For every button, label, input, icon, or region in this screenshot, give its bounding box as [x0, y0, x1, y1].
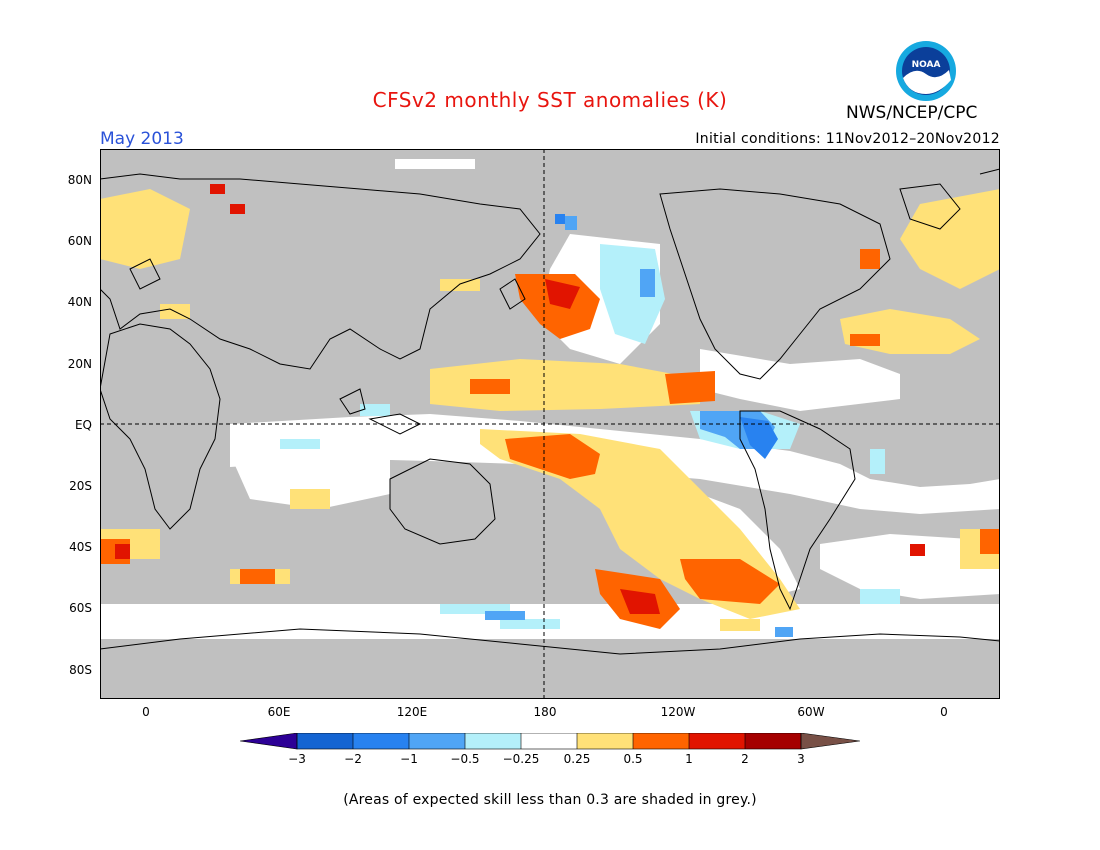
colorbar-label-6: 0.25: [563, 752, 591, 766]
colorbar-bin-7: [633, 733, 689, 749]
colorbar-bin-3: [409, 733, 465, 749]
lat-label-60s: 60S: [69, 601, 92, 615]
map-title: CFSv2 monthly SST anomalies (K): [372, 88, 728, 112]
africa-outline: [99, 323, 221, 530]
lon-label-0: 0: [142, 705, 150, 719]
colorbar-label-7: 0.5: [623, 752, 643, 766]
noaa-logo: NOAA: [895, 40, 957, 102]
lon-label-0-east: 0: [940, 705, 948, 719]
initial-conditions: Initial conditions: 11Nov2012–20Nov2012: [695, 131, 1000, 147]
lon-label-60e: 60E: [267, 705, 291, 719]
colorbar-label-4: −0.5: [450, 752, 480, 766]
colorbar-label-3: −1: [400, 752, 418, 766]
lat-label-eq: EQ: [74, 418, 92, 432]
colorbar-bin-8: [689, 733, 745, 749]
continent-outlines: [99, 168, 1001, 655]
colorbar-label-1: −3: [288, 752, 306, 766]
lat-label-40n: 40N: [67, 295, 92, 309]
north-america-outline: [659, 188, 891, 380]
south-america-outline: [739, 410, 856, 611]
colorbar-bin-4: [465, 733, 521, 749]
noaa-logo-text: NOAA: [912, 60, 941, 70]
strong-positive-anomalies: [115, 184, 925, 614]
lon-label-60w: 60W: [797, 705, 825, 719]
colorbar-label-8: 1: [685, 752, 693, 766]
positive-anomalies: [100, 249, 1000, 629]
greenland-outline: [899, 183, 961, 230]
agency-label: NWS/NCEP/CPC: [846, 103, 978, 123]
colorbar-bin-6: [577, 733, 633, 749]
lon-label-120w: 120W: [660, 705, 696, 719]
colorbar-extend-low: [240, 733, 297, 749]
strong-negative-anomalies: [555, 214, 778, 459]
skill-note: (Areas of expected skill less than 0.3 a…: [343, 792, 757, 808]
colorbar-bin-2: [353, 733, 409, 749]
lat-label-60n: 60N: [67, 234, 92, 248]
lat-label-20n: 20N: [67, 357, 92, 371]
lon-label-180: 180: [533, 705, 557, 719]
sst-anomaly-map: [99, 149, 1001, 699]
lat-label-80n: 80N: [67, 173, 92, 187]
colorbar-label-2: −2: [344, 752, 362, 766]
australia-outline: [389, 458, 496, 545]
lon-label-120e: 120E: [396, 705, 428, 719]
antarctica-outline: [99, 628, 1001, 655]
colorbar-bin-1: [297, 733, 353, 749]
valid-month: May 2013: [100, 129, 184, 149]
colorbar-bin-9: [745, 733, 801, 749]
colorbar-label-10: 3: [797, 752, 805, 766]
lat-label-40s: 40S: [69, 540, 92, 554]
eurasia-outline: [99, 173, 541, 370]
colorbar-label-9: 2: [741, 752, 749, 766]
colorbar-extend-high: [801, 733, 860, 749]
lat-label-20s: 20S: [69, 479, 92, 493]
lat-label-80s: 80S: [69, 663, 92, 677]
colorbar-label-5: −0.25: [502, 752, 540, 766]
colorbar: [239, 732, 861, 773]
colorbar-bin-5: [521, 733, 577, 749]
